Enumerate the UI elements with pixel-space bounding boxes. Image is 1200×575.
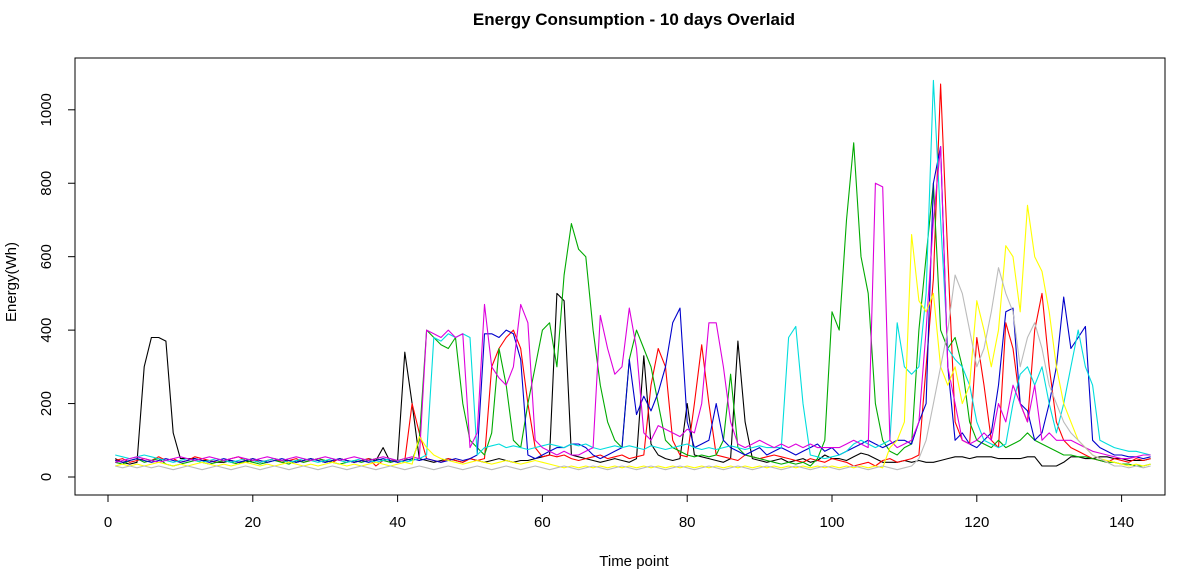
y-tick-label: 1000: [38, 93, 55, 126]
y-tick-label: 400: [38, 318, 55, 343]
series-line-6: [115, 145, 1151, 463]
x-tick-label: 0: [104, 514, 112, 531]
y-tick-label: 800: [38, 171, 55, 196]
y-tick-label: 0: [38, 473, 55, 481]
x-tick-label: 100: [819, 514, 844, 531]
series-line-2: [115, 83, 1151, 467]
x-tick-label: 80: [679, 514, 696, 531]
series-line-8: [115, 267, 1151, 471]
x-tick-label: 20: [244, 514, 261, 531]
x-tick-label: 140: [1109, 514, 1134, 531]
x-axis-label: Time point: [599, 553, 669, 570]
y-tick-label: 600: [38, 244, 55, 269]
y-axis-label: Energy(Wh): [3, 242, 20, 322]
x-tick-label: 120: [964, 514, 989, 531]
series-line-4: [115, 145, 1151, 463]
y-tick-label: 200: [38, 391, 55, 416]
series-group: [114, 79, 1151, 471]
y-axis: 0 200 400 600 800 1000: [38, 93, 76, 481]
chart-title: Energy Consumption - 10 days Overlaid: [473, 10, 795, 29]
series-line-1: [114, 292, 1151, 467]
series-line-7: [115, 204, 1151, 469]
series-line-3: [115, 142, 1151, 467]
series-line-5: [115, 79, 1151, 463]
x-axis: 0 20 40 60 80 100 120 140: [104, 494, 1134, 531]
x-tick-label: 40: [389, 514, 406, 531]
x-tick-label: 60: [534, 514, 551, 531]
